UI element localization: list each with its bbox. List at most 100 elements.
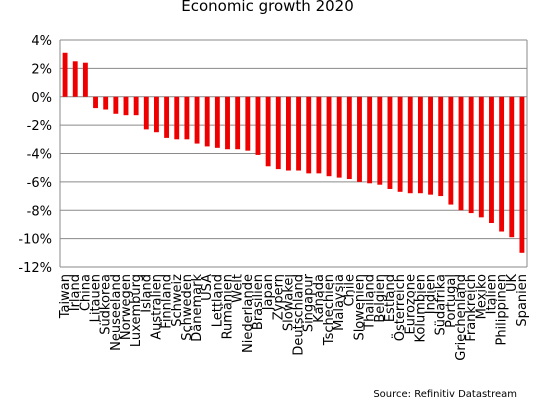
x-tick-label: Chile <box>342 274 357 307</box>
bar <box>245 96 251 151</box>
bar <box>367 96 373 184</box>
x-tick-label: Lettland <box>210 274 225 327</box>
bar <box>143 96 149 130</box>
x-tick-label: Australien <box>149 274 164 340</box>
x-tick-label: Luxemburg <box>129 274 144 347</box>
bar <box>265 96 271 167</box>
y-tick-label: 4% <box>31 34 52 49</box>
bar <box>509 96 515 238</box>
y-tick-label: -12% <box>18 261 52 276</box>
bar <box>428 96 433 195</box>
x-tick-label: Zypern <box>271 274 286 320</box>
bar <box>164 96 170 138</box>
x-tick-label: Norwegen <box>119 274 134 340</box>
x-tick-label: UK <box>505 274 520 293</box>
bar <box>468 96 474 214</box>
bar <box>438 96 444 197</box>
x-tick-label: Thailand <box>363 274 378 331</box>
x-tick-label: Schweiz <box>170 274 185 327</box>
x-tick-label: Singapur <box>302 273 317 332</box>
bar <box>417 96 423 194</box>
bar <box>93 96 98 109</box>
x-tick-label: Neuseeland <box>109 274 124 351</box>
x-tick-label: Estland <box>383 274 398 322</box>
bar <box>275 96 281 170</box>
y-tick-label: -6% <box>27 176 52 191</box>
chart-title: Economic growth 2020 <box>181 0 354 15</box>
x-tick-label: Schweden <box>180 274 195 341</box>
x-tick-label: Kanada <box>312 274 327 323</box>
x-tick-label: Welt <box>231 274 246 303</box>
x-tick-label: Litauen <box>89 274 104 322</box>
y-tick-label: 0% <box>31 91 52 106</box>
bar <box>123 96 129 116</box>
x-tick-label: Mexiko <box>474 274 489 319</box>
x-tick-label: Österreich <box>391 274 408 341</box>
bar <box>316 96 322 174</box>
bar <box>448 96 454 205</box>
x-tick-label: Slowenien <box>352 274 367 341</box>
bar <box>296 96 302 171</box>
bar <box>306 96 312 174</box>
bar <box>458 96 464 211</box>
bar <box>285 96 291 171</box>
y-tick-label: -8% <box>27 204 52 219</box>
bar <box>133 96 139 116</box>
bar <box>407 96 413 194</box>
bar <box>154 96 159 133</box>
x-tick-label: Brasilien <box>251 274 266 330</box>
source-note: Source: Refinitiv Datastream <box>373 389 517 400</box>
bar <box>255 96 261 155</box>
x-tick-label: Südkorea <box>99 274 114 335</box>
x-tick-label: Malaysia <box>332 274 347 331</box>
bar <box>346 96 352 180</box>
x-tick-label: Rumänien <box>221 274 236 339</box>
x-tick-label: USA <box>200 274 215 301</box>
x-tick-label: Island <box>139 274 154 313</box>
y-tick-label: -2% <box>27 119 52 134</box>
bar <box>377 96 383 185</box>
y-tick-label: -4% <box>27 148 52 163</box>
bar <box>235 96 241 150</box>
bar <box>174 96 180 140</box>
x-tick-label: Japan <box>261 274 276 311</box>
x-tick-label: Dänemark <box>190 274 205 342</box>
y-tick-label: -10% <box>18 233 52 248</box>
x-tick-label: Belgien <box>373 274 388 323</box>
x-tick-label: Slowakei <box>281 274 296 331</box>
x-tick-label: Frankreich <box>464 274 479 342</box>
bar <box>82 62 88 97</box>
bar <box>72 61 78 97</box>
bar <box>214 96 220 148</box>
bar <box>113 96 119 114</box>
x-tick-label: Südafrika <box>434 274 449 336</box>
x-tick-label: Griechenland <box>454 274 469 361</box>
bar <box>519 96 525 253</box>
bar <box>387 96 393 189</box>
x-tick-label: Italien <box>484 274 499 314</box>
x-tick-label: Philippinen <box>495 274 510 346</box>
bar <box>194 96 200 144</box>
x-tick-label: Deutschland <box>292 274 307 356</box>
bar <box>489 96 494 224</box>
bar <box>103 96 109 110</box>
bar <box>184 96 190 140</box>
bar <box>357 96 362 182</box>
bar <box>225 96 230 150</box>
x-tick-label: Indien <box>424 274 439 314</box>
bar <box>204 96 210 147</box>
x-tick-label: Eurozone <box>403 274 418 334</box>
x-tick-label: Spanien <box>515 274 530 327</box>
bar <box>336 96 342 178</box>
x-tick-label: Finnland <box>160 274 175 329</box>
x-tick-label: Tschechien <box>322 274 337 346</box>
bar <box>397 96 403 192</box>
x-tick-label: Irland <box>68 274 83 311</box>
x-tick-label: Portugal <box>444 274 459 328</box>
x-tick-label: Niederlande <box>241 274 256 353</box>
x-tick-label: Taiwan <box>58 274 73 319</box>
x-tick-label: Kolumbien <box>413 274 428 342</box>
bar <box>326 96 332 177</box>
bar <box>62 52 68 97</box>
